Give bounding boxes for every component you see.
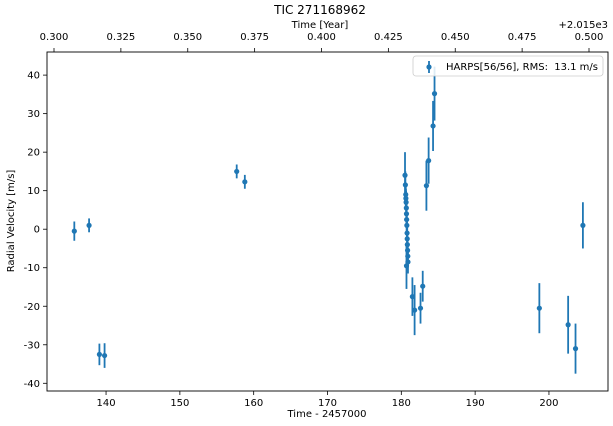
point-marker xyxy=(96,351,103,358)
legend: HARPS[56/56], RMS: 13.1 m/s xyxy=(412,55,604,77)
chart-title: TIC 271168962 xyxy=(273,3,366,17)
x-tick-label: 180 xyxy=(392,398,411,409)
y-tick-label: 40 xyxy=(27,71,40,82)
data-point xyxy=(403,242,410,289)
y-axis-title: Radial Velocity [m/s] xyxy=(6,170,17,273)
x-tick-label: 140 xyxy=(97,398,116,409)
data-point xyxy=(423,160,430,211)
point-marker xyxy=(234,168,240,175)
data-point xyxy=(234,164,240,179)
point-marker xyxy=(565,322,571,328)
top-tick-label: 0.300 xyxy=(40,32,69,43)
data-point xyxy=(86,218,92,233)
y-tick-label: -10 xyxy=(24,263,40,274)
point-marker xyxy=(242,179,248,185)
data-point xyxy=(565,295,571,354)
data-point xyxy=(417,292,424,324)
point-marker xyxy=(412,307,418,313)
plot-frame xyxy=(46,51,609,392)
y-tick-label: 0 xyxy=(34,225,40,236)
y-axis-ticks: -40 -30 -20 -10 0 10 20 30 40 xyxy=(24,71,47,390)
x-axis-ticks: 140 150 160 170 180 190 200 xyxy=(97,391,558,409)
legend-point-marker xyxy=(426,64,432,70)
top-tick-label: 0.450 xyxy=(441,32,470,43)
point-marker xyxy=(409,294,415,300)
data-point xyxy=(96,343,103,366)
y-tick-label: 10 xyxy=(27,186,40,197)
top-x-axis-title: Time [Year] xyxy=(291,20,349,31)
legend-series-name: HARPS[56/56], RMS: xyxy=(446,62,548,73)
top-tick-label: 0.425 xyxy=(374,32,403,43)
point-marker xyxy=(86,222,92,228)
top-tick-label: 0.325 xyxy=(107,32,136,43)
y-tick-label: 30 xyxy=(27,109,40,120)
point-marker xyxy=(430,123,436,129)
legend-rms-value: 13.1 m/s xyxy=(554,62,598,73)
point-marker xyxy=(417,305,424,311)
data-point xyxy=(580,202,586,249)
data-points xyxy=(71,66,586,374)
y-tick-label: -40 xyxy=(24,379,40,390)
point-marker xyxy=(431,91,438,97)
x-axis-title: Time - 2457000 xyxy=(287,409,367,420)
top-tick-label: 0.400 xyxy=(307,32,336,43)
x-tick-label: 160 xyxy=(244,398,263,409)
data-point xyxy=(430,100,436,152)
top-tick-label: 0.500 xyxy=(575,32,604,43)
data-point xyxy=(536,283,542,334)
top-axis-ticks: 0.300 0.325 0.350 0.375 0.400 0.425 0.450 0.475… xyxy=(40,32,604,52)
data-point xyxy=(101,343,108,368)
data-point xyxy=(426,137,432,184)
point-marker xyxy=(101,352,108,359)
top-tick-label: 0.475 xyxy=(508,32,537,43)
top-tick-label: 0.350 xyxy=(173,32,202,43)
y-tick-label: -20 xyxy=(24,302,40,313)
point-marker xyxy=(580,222,586,228)
x-tick-label: 170 xyxy=(318,398,337,409)
legend-box xyxy=(412,55,604,77)
x-tick-label: 150 xyxy=(170,398,189,409)
point-marker xyxy=(426,158,432,164)
data-point xyxy=(242,174,248,189)
point-marker xyxy=(71,228,77,234)
x-tick-label: 190 xyxy=(466,398,485,409)
data-point xyxy=(412,285,418,336)
top-tick-label: 0.375 xyxy=(240,32,269,43)
point-marker xyxy=(536,305,542,311)
top-axis-offset-label: +2.015e3 xyxy=(558,20,608,31)
y-tick-label: 20 xyxy=(27,148,40,159)
point-marker xyxy=(572,346,579,352)
x-tick-label: 200 xyxy=(539,398,558,409)
y-tick-label: -30 xyxy=(24,340,40,351)
point-marker xyxy=(423,183,430,189)
point-marker xyxy=(403,263,410,269)
data-point xyxy=(71,221,77,241)
point-marker xyxy=(420,283,426,289)
data-point xyxy=(420,270,426,302)
data-point xyxy=(572,323,579,374)
